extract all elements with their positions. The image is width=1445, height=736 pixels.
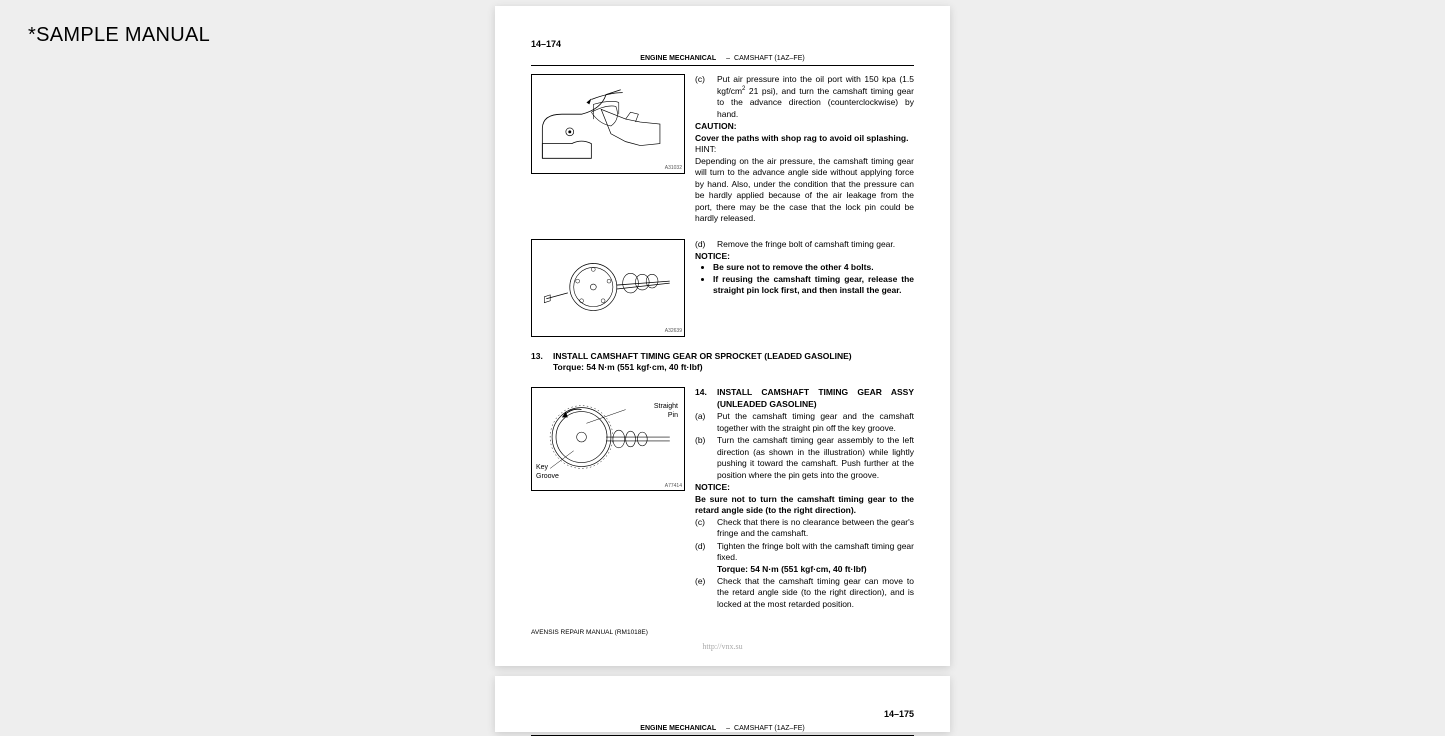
step-title: INSTALL CAMSHAFT TIMING GEAR OR SPROCKET… <box>553 351 852 362</box>
section-d: A32639 (d) Remove the fringe bolt of cam… <box>531 239 914 337</box>
manual-page-1: 14–174 ENGINE MECHANICAL – CAMSHAFT (1AZ… <box>495 6 950 666</box>
header-section: ENGINE MECHANICAL <box>640 54 716 63</box>
step-text: Remove the fringe bolt of camshaft timin… <box>717 239 895 250</box>
sample-watermark: *SAMPLE MANUAL <box>28 24 210 47</box>
illustration-id: A32639 <box>665 328 682 335</box>
step-label: (c) <box>695 74 709 121</box>
torque-spec: Torque: 54 N·m (551 kgf·cm, 40 ft·lbf) <box>695 564 914 575</box>
page-footer: AVENSIS REPAIR MANUAL (RM1018E) <box>531 629 914 638</box>
page-header: ENGINE MECHANICAL – CAMSHAFT (1AZ–FE) <box>531 724 914 735</box>
step-13: 13. INSTALL CAMSHAFT TIMING GEAR OR SPRO… <box>531 351 914 374</box>
label-groove: Groove <box>536 472 559 481</box>
step-text: Check that there is no clearance between… <box>717 517 914 540</box>
header-sub: CAMSHAFT (1AZ–FE) <box>734 54 805 63</box>
illustration-3: Straight Pin Key Groove A77414 <box>531 387 685 491</box>
bullet-item: If reusing the camshaft timing gear, rel… <box>713 274 914 297</box>
source-url: http://vnx.su <box>531 642 914 653</box>
section-c: A31032 (c) Put air pressure into the oil… <box>531 74 914 225</box>
notice-label: NOTICE: <box>695 482 914 493</box>
bullet-item: Be sure not to remove the other 4 bolts. <box>713 262 914 273</box>
step-text: Put the camshaft timing gear and the cam… <box>717 411 914 434</box>
torque-spec: Torque: 54 N·m (551 kgf·cm, 40 ft·lbf) <box>531 362 914 373</box>
illustration-1: A31032 <box>531 74 685 174</box>
page-number: 14–174 <box>531 38 914 50</box>
label-pin: Pin <box>668 411 678 420</box>
header-dash: – <box>726 54 730 63</box>
hint-text: Depending on the air pressure, the camsh… <box>695 156 914 225</box>
header-dash: – <box>726 724 730 733</box>
step-title: INSTALL CAMSHAFT TIMING GEAR ASSY (UNLEA… <box>717 387 914 410</box>
step-label: (e) <box>695 576 709 610</box>
section-14: Straight Pin Key Groove A77414 14. INSTA… <box>531 387 914 611</box>
notice-label: NOTICE: <box>695 251 914 262</box>
section-text: (c) Put air pressure into the oil port w… <box>695 74 914 225</box>
step-text: Turn the camshaft timing gear assembly t… <box>717 435 914 481</box>
page-header: ENGINE MECHANICAL – CAMSHAFT (1AZ–FE) <box>531 54 914 65</box>
hint-label: HINT: <box>695 144 914 155</box>
illustration-2: A32639 <box>531 239 685 337</box>
step-label: (d) <box>695 541 709 564</box>
step-label: (c) <box>695 517 709 540</box>
step-text: Put air pressure into the oil port with … <box>717 74 914 121</box>
step-label: (b) <box>695 435 709 481</box>
header-section: ENGINE MECHANICAL <box>640 724 716 733</box>
notice-text: Be sure not to turn the camshaft timing … <box>695 494 914 517</box>
step-number: 13. <box>531 351 545 362</box>
notice-bullets: Be sure not to remove the other 4 bolts.… <box>695 262 914 296</box>
step-text: Tighten the fringe bolt with the camshaf… <box>717 541 914 564</box>
page-number: 14–175 <box>531 708 914 720</box>
section-text: (d) Remove the fringe bolt of camshaft t… <box>695 239 914 337</box>
header-sub: CAMSHAFT (1AZ–FE) <box>734 724 805 733</box>
caution-text: Cover the paths with shop rag to avoid o… <box>695 133 914 144</box>
step-label: (d) <box>695 239 709 250</box>
section-text: 14. INSTALL CAMSHAFT TIMING GEAR ASSY (U… <box>695 387 914 611</box>
illustration-id: A77414 <box>665 483 682 490</box>
manual-page-2: 14–175 ENGINE MECHANICAL – CAMSHAFT (1AZ… <box>495 676 950 732</box>
step-number: 14. <box>695 387 709 410</box>
step-label: (a) <box>695 411 709 434</box>
step-text: Check that the camshaft timing gear can … <box>717 576 914 610</box>
illustration-id: A31032 <box>665 165 682 172</box>
caution-label: CAUTION: <box>695 121 914 132</box>
